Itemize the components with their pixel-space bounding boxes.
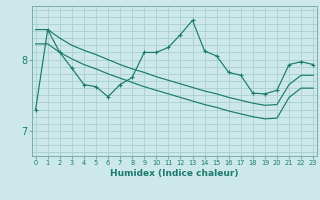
X-axis label: Humidex (Indice chaleur): Humidex (Indice chaleur) bbox=[110, 169, 239, 178]
